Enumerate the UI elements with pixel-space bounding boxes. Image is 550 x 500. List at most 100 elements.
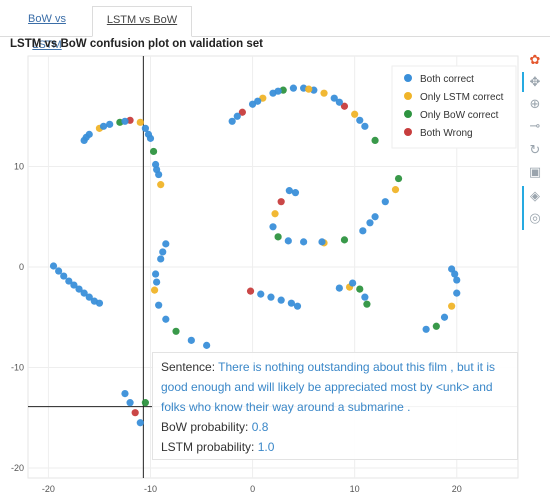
data-point [152,270,160,278]
data-point [318,238,326,246]
data-point [432,322,440,330]
data-point [440,313,449,321]
data-point [49,262,58,270]
data-point [451,270,459,278]
legend-box [391,65,517,149]
legend-marker [404,74,412,82]
data-point [300,238,308,246]
data-point [271,210,279,218]
data-point [155,301,163,309]
data-point [366,219,374,227]
data-point [277,198,285,206]
data-point [131,409,139,417]
tooltip-sentence-label: Sentence: [161,360,216,374]
data-point [340,102,349,110]
data-point [453,276,461,284]
data-point [159,248,167,256]
data-point [126,399,134,407]
tooltip-bow-label: BoW probability: [161,420,249,434]
legend-marker [404,92,412,100]
data-point [361,122,369,130]
tab-bow-vs-lstm[interactable]: BoW vs LSTM [28,13,66,51]
tooltip-lstm-value: 1.0 [257,440,275,454]
data-point [293,302,302,310]
data-point [361,293,369,301]
legend-marker [404,110,412,118]
data-point [75,285,83,293]
data-point [162,315,170,323]
data-point [330,94,338,102]
data-point [144,130,153,138]
data-point [359,227,367,235]
data-point [284,237,292,245]
tooltip-lstm-row: LSTM probability: 1.0 [161,437,509,457]
data-point [285,187,293,195]
data-point [85,293,93,301]
help-icon[interactable]: ◎ [529,210,541,225]
data-point [246,287,255,295]
data-point [269,223,277,231]
data-point [121,117,129,125]
data-point [254,97,262,105]
data-point [121,390,129,398]
x-tick-label: 0 [250,484,255,494]
data-point [149,147,158,156]
data-point [448,302,456,310]
data-point [157,181,165,189]
data-point [277,296,285,304]
data-point [287,299,295,307]
plot-toolbar: ✿ ✥ ⊕ ⊸ ↻ ▣ ◈ ◎ [522,50,548,230]
reset-icon[interactable]: ↻ [529,142,541,157]
data-point [291,189,300,197]
tooltip-sentence-row: Sentence: There is nothing outstanding a… [161,357,509,377]
data-point [351,110,359,118]
data-point [274,87,282,95]
tooltip-bow-value: 0.8 [251,420,269,434]
data-point [203,341,211,349]
wheel-zoom-icon[interactable]: ⊸ [529,118,541,133]
legend-label: Both Wrong [420,128,473,139]
legend-label: Only LSTM correct [420,92,504,103]
data-point [305,85,313,93]
data-point [153,278,161,286]
y-tick-label: 10 [14,162,24,172]
legend-label: Both correct [420,74,474,85]
active-inspect-indicator [522,186,524,230]
save-icon[interactable]: ▣ [528,164,542,179]
y-tick-label: -10 [11,362,24,372]
data-point [106,120,114,128]
box-zoom-icon[interactable]: ⊕ [529,96,541,111]
data-point [70,281,78,289]
data-point [55,267,63,275]
tab-bar: BoW vs LSTM LSTM vs BoW [0,0,550,51]
tooltip-sentence-text-3: folks who know their way around a submar… [161,400,411,414]
x-tick-label: -10 [144,484,157,494]
active-tool-indicator [522,72,524,92]
tooltip-bow-row: BoW probability: 0.8 [161,417,509,437]
data-point [267,293,275,301]
data-point [157,255,165,263]
logo-icon[interactable]: ✿ [529,52,541,67]
pan-icon[interactable]: ✥ [529,74,541,89]
data-point [238,108,246,116]
data-point [320,89,328,97]
y-tick-label: 0 [19,262,24,272]
tab-lstm-vs-bow[interactable]: LSTM vs BoW [92,6,192,37]
data-point [95,299,104,307]
data-point [335,284,343,292]
data-point [99,122,108,130]
data-point [150,286,159,294]
data-point [172,327,180,335]
data-point [363,300,371,308]
x-tick-label: 20 [452,484,462,494]
x-tick-label: -20 [42,484,55,494]
data-point [80,289,88,297]
hover-icon[interactable]: ◈ [530,188,540,203]
tooltip-sentence-text-2: good enough and will likely be appreciat… [161,380,493,394]
hover-tooltip: Sentence: There is nothing outstanding a… [152,352,518,460]
data-point [289,84,298,92]
data-point [274,233,282,241]
data-point [394,174,403,183]
data-point [257,290,265,298]
data-point [136,419,144,427]
